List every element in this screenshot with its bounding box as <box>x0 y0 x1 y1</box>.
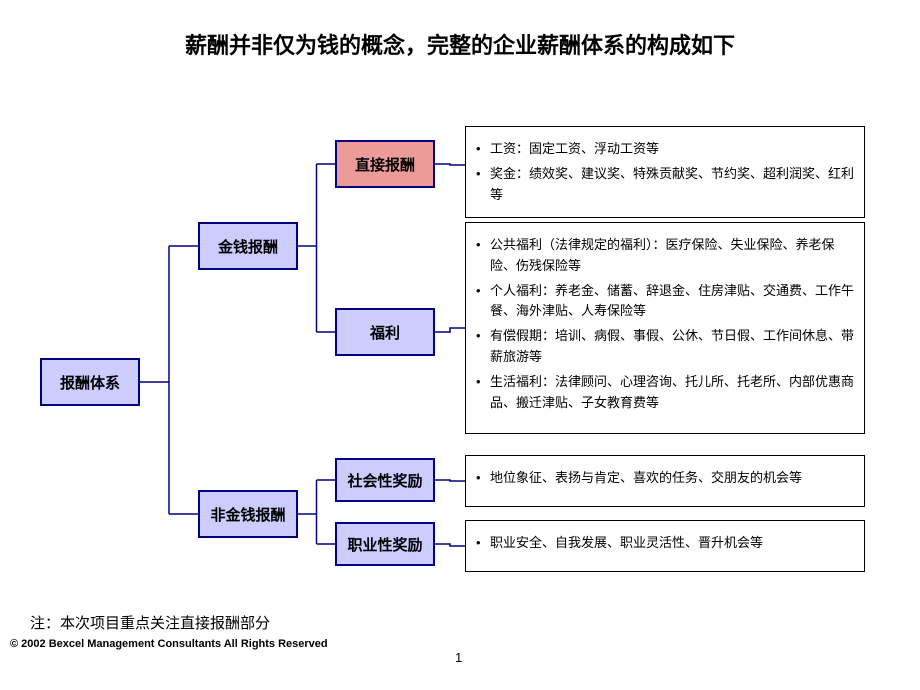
detail-direct-item: 奖金：绩效奖、建议奖、特殊贡献奖、节约奖、超利润奖、红利等 <box>476 164 854 206</box>
detail-welfare-item: 有偿假期：培训、病假、事假、公休、节日假、工作间休息、带薪旅游等 <box>476 326 854 368</box>
detail-career: 职业安全、自我发展、职业灵活性、晋升机会等 <box>465 520 865 572</box>
detail-welfare-item: 个人福利：养老金、储蓄、辞退金、住房津贴、交通费、工作午餐、海外津贴、人寿保险等 <box>476 281 854 323</box>
page-title: 薪酬并非仅为钱的概念，完整的企业薪酬体系的构成如下 <box>0 28 920 60</box>
copyright: © 2002 Bexcel Management Consultants All… <box>10 638 370 650</box>
detail-career-item: 职业安全、自我发展、职业灵活性、晋升机会等 <box>476 533 854 554</box>
node-social: 社会性奖励 <box>335 458 435 502</box>
detail-welfare-item: 生活福利：法律顾问、心理咨询、托儿所、托老所、内部优惠商品、搬迁津贴、子女教育费… <box>476 372 854 414</box>
node-root: 报酬体系 <box>40 358 140 406</box>
page-number: 1 <box>455 650 462 665</box>
detail-social-item: 地位象征、表扬与肯定、喜欢的任务、交朋友的机会等 <box>476 468 854 489</box>
detail-welfare-item: 公共福利（法律规定的福利）：医疗保险、失业保险、养老保险、伤残保险等 <box>476 235 854 277</box>
node-career: 职业性奖励 <box>335 522 435 566</box>
detail-direct: 工资：固定工资、浮动工资等奖金：绩效奖、建议奖、特殊贡献奖、节约奖、超利润奖、红… <box>465 126 865 218</box>
node-money: 金钱报酬 <box>198 222 298 270</box>
footnote: 注：本次项目重点关注直接报酬部分 <box>30 612 270 633</box>
node-direct: 直接报酬 <box>335 140 435 188</box>
detail-social: 地位象征、表扬与肯定、喜欢的任务、交朋友的机会等 <box>465 455 865 507</box>
detail-direct-item: 工资：固定工资、浮动工资等 <box>476 139 854 160</box>
detail-welfare: 公共福利（法律规定的福利）：医疗保险、失业保险、养老保险、伤残保险等个人福利：养… <box>465 222 865 434</box>
node-nonmoney: 非金钱报酬 <box>198 490 298 538</box>
node-welfare: 福利 <box>335 308 435 356</box>
